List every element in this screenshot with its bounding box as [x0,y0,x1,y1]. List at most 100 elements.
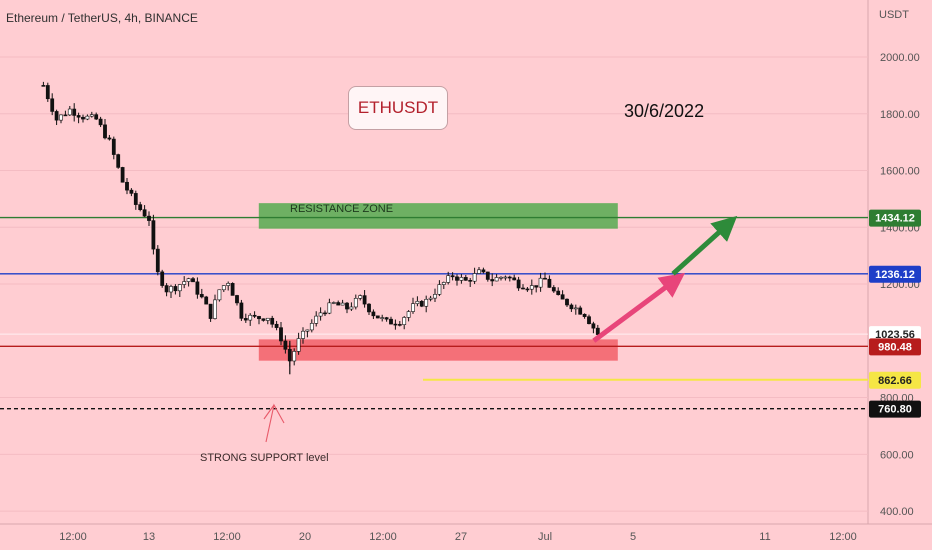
candle-body [129,189,134,194]
price-tag [869,265,921,283]
date-label: 30/6/2022 [624,101,705,121]
candle-body [274,323,279,328]
candle-body [45,85,50,100]
candle-body [428,297,433,300]
candle-body [292,351,297,362]
candle-body [560,294,565,300]
price-tag [869,371,921,389]
candle-body [301,330,305,339]
candle-body [279,327,283,342]
candle-body [116,154,121,168]
candle-body [226,283,231,286]
green-projection-arrow [671,215,738,276]
candle-body [397,324,402,326]
candle-body [345,302,349,310]
candle-body [494,277,499,282]
candle-body [213,299,217,319]
ticker-badge: ETHUSDT [348,86,448,130]
candle-body [177,284,182,292]
candle-body [551,287,556,292]
candle-body [235,295,239,304]
candle-body [243,318,248,321]
candle-body [538,277,543,288]
candle-body [411,303,415,312]
candle-body [565,298,569,306]
support-pointer-arrow [263,403,285,443]
price-tag-label: 980.48 [878,341,912,353]
candle-body [516,279,521,289]
candle-body [331,302,336,304]
candle-body [455,276,459,281]
candle-body [521,287,525,290]
candle-body [353,298,358,308]
candle-body [191,278,195,283]
x-tick-label: Jul [538,531,552,543]
x-tick-label: 12:00 [59,531,87,543]
y-tick-label: 1800.00 [880,109,920,121]
candle-body [433,294,437,299]
candle-body [314,315,319,324]
candle-body [151,220,156,250]
candle-body [63,114,68,117]
candle-body [270,317,275,325]
candle-body [138,204,143,210]
candle-body [199,294,204,298]
y-tick-label: 600.00 [880,449,914,461]
x-tick-label: 12:00 [369,531,397,543]
candle-body [468,280,473,282]
candle-body [587,316,591,325]
candle-body [582,313,587,317]
candle-body [230,283,235,296]
price-tag [869,400,921,418]
candle-body [239,302,244,319]
candle-body [208,303,213,319]
price-tag-label: 1434.12 [875,213,915,225]
axis-unit: USDT [879,9,909,21]
resistance-zone-label: RESISTANCE ZONE [290,203,394,215]
price-tag-label: 1023.56 [875,329,915,341]
candle-body [371,311,376,317]
y-tick-label: 2000.00 [880,52,920,64]
y-tick-label: 1600.00 [880,166,920,178]
candle-body [318,312,323,317]
candle-body [459,277,464,281]
candle-body [569,304,574,310]
price-tag-label: 862.66 [878,375,912,387]
candle-body [340,302,345,306]
x-tick-label: 27 [455,531,467,543]
x-tick-label: 13 [143,531,155,543]
candle-body [54,111,59,121]
candle-body [265,317,270,321]
candle-body [481,269,486,273]
candle-body [283,340,288,350]
candle-body [547,278,552,288]
candle-body [336,302,341,306]
candle-body [217,289,222,301]
x-tick-label: 12:00 [213,531,241,543]
candle-body [525,288,530,291]
candle-body [499,276,503,279]
candle-body [327,302,332,314]
candle-body [556,290,561,295]
candle-body [573,307,578,310]
candle-body [142,209,147,217]
resistance-zone-box [258,203,618,229]
candle-body [490,279,495,282]
candle-body [362,295,367,305]
price-tag [869,209,921,227]
candle-body [595,327,600,335]
candle-body [186,278,191,282]
candle-body [415,301,420,304]
candle-body [252,314,257,317]
candle-body [441,282,446,285]
candle-body [529,285,534,290]
price-tag-label: 760.80 [878,404,912,416]
candle-body [393,323,398,326]
candle-body [261,318,266,321]
candle-body [424,298,429,307]
candle-body [534,285,539,288]
y-tick-label: 400.00 [880,506,914,518]
candle-body [507,276,512,279]
